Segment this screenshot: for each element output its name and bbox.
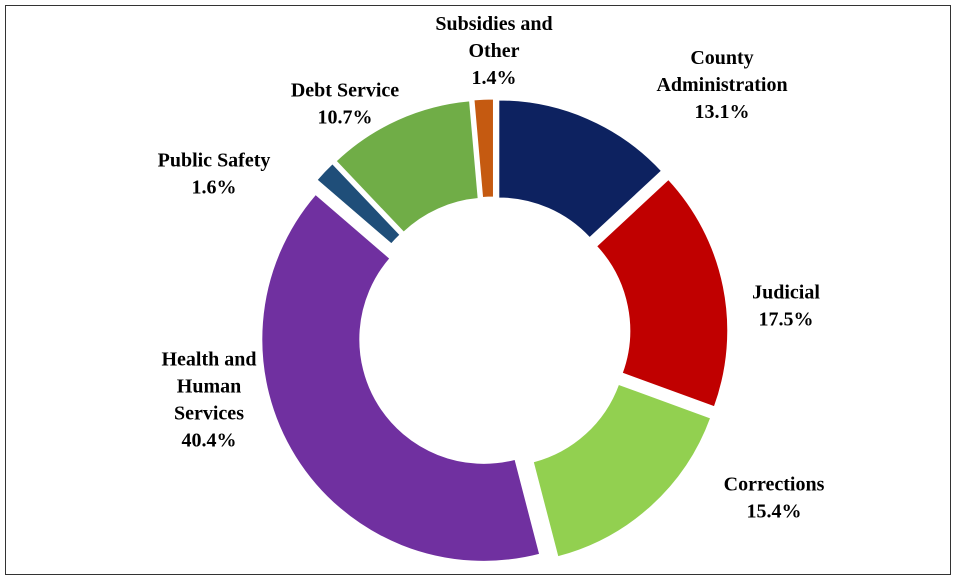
slice-label: Health and Human Services 40.4% <box>161 349 256 452</box>
slice-value-label: 15.4% <box>747 501 802 523</box>
slice-name-label: Corrections <box>724 474 825 496</box>
slice-name-label: Public Safety <box>158 150 271 172</box>
slice-value-label: 40.4% <box>182 430 237 452</box>
slice-name-label: Judicial <box>752 282 820 304</box>
donut-slice-judicial <box>595 178 729 408</box>
slice-label: Corrections 15.4% <box>724 474 825 523</box>
slice-name-label: Debt Service <box>291 80 399 102</box>
donut-slice-county-administration <box>498 99 663 239</box>
slice-name-label: Subsidies and <box>435 13 552 35</box>
slice-label: Subsidies and Other 1.4% <box>435 13 552 89</box>
slice-label: County Administration 13.1% <box>656 47 787 123</box>
donut-slice-subsidies-and-other <box>473 98 494 199</box>
slice-name-label: Administration <box>656 74 787 96</box>
slice-value-label: 1.4% <box>472 67 517 89</box>
slice-name-label: Other <box>468 40 519 62</box>
slice-name-label: Services <box>174 403 244 425</box>
donut-chart: County Administration 13.1% Judicial 17.5% Co… <box>158 13 825 562</box>
slice-value-label: 13.1% <box>695 101 750 123</box>
donut-slice-corrections <box>532 383 712 558</box>
slice-label: Judicial 17.5% <box>752 282 820 331</box>
slice-name-label: County <box>690 47 753 69</box>
slice-value-label: 10.7% <box>318 107 373 129</box>
donut-slice-debt-service <box>335 100 479 233</box>
slice-label: Public Safety 1.6% <box>158 150 271 199</box>
slice-name-label: Health and <box>161 349 256 371</box>
slice-value-label: 17.5% <box>759 309 814 331</box>
chart-frame: County Administration 13.1% Judicial 17.5% Co… <box>5 5 951 575</box>
slice-name-label: Human <box>177 376 241 398</box>
slice-value-label: 1.6% <box>192 177 237 199</box>
slice-label: Debt Service 10.7% <box>291 80 399 129</box>
donut-slice-health-and-human-services <box>261 193 541 562</box>
donut-slice-public-safety <box>316 163 401 245</box>
